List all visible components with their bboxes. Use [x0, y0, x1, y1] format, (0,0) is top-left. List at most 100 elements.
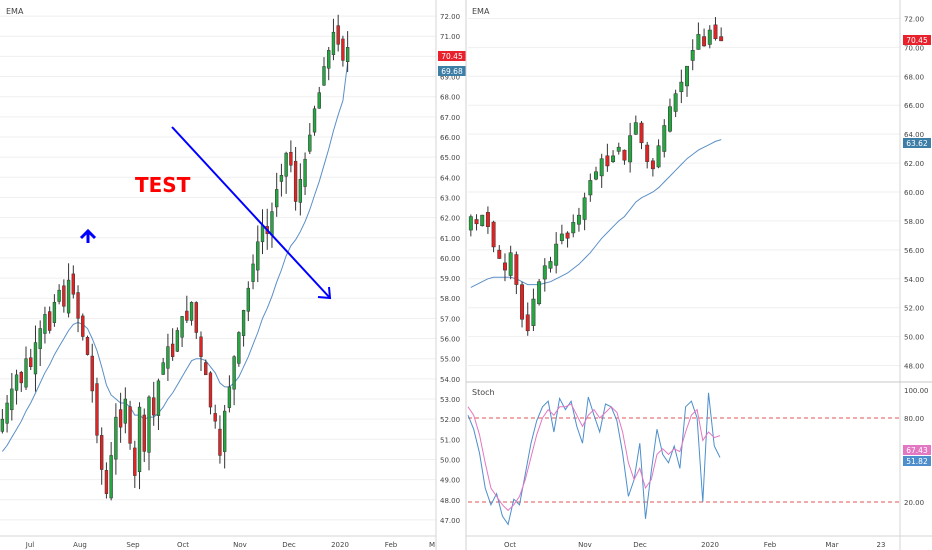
candle [480, 214, 485, 227]
candle [85, 335, 90, 356]
candle [559, 224, 564, 245]
candle-body [270, 211, 274, 236]
candle-body [485, 212, 490, 227]
candle [47, 306, 52, 334]
candle [531, 288, 536, 332]
y-tick-label: 49.00 [440, 477, 460, 485]
candle [275, 172, 279, 217]
y-tick-label: 60.00 [440, 255, 460, 263]
candle-body [317, 92, 321, 109]
candle [707, 25, 712, 49]
candle [52, 294, 57, 327]
svg-text:51.82: 51.82 [906, 457, 928, 466]
left-price-panel: EMA TEST 47.00 48.00 49.00 50.00 51.00 52.00 5… [0, 0, 466, 550]
candle-body [616, 146, 621, 152]
candle-body [208, 372, 213, 408]
x-tick-label: Nov [233, 541, 247, 549]
candle-body [497, 249, 502, 259]
candle-body [152, 397, 156, 416]
candle-body [204, 362, 208, 376]
candle-body [85, 337, 90, 355]
y-tick-label: 47.00 [440, 517, 460, 525]
candle-body [199, 336, 203, 357]
candle [628, 122, 633, 173]
candle [208, 371, 213, 415]
candle-body [104, 470, 109, 494]
candle [71, 265, 75, 299]
candle-body [123, 398, 128, 424]
y-tick-label: 80.00 [904, 415, 924, 423]
candle-body [514, 254, 519, 285]
candle [548, 256, 553, 273]
ema-line [2, 62, 349, 452]
y-tick-label: 100.00 [904, 387, 929, 395]
candle [565, 231, 570, 248]
candle [713, 17, 718, 41]
candle [147, 395, 151, 471]
candle-body [185, 310, 189, 321]
y-tick-label: 52.00 [440, 416, 460, 424]
candle-body [29, 357, 33, 368]
right-ema-badge: 63.62 [903, 138, 931, 148]
y-tick-label: 68.00 [440, 94, 460, 102]
y-tick-label: 50.00 [904, 334, 924, 342]
y-tick-label: 65.00 [440, 154, 460, 162]
test-annotation: TEST [135, 173, 191, 197]
candle-body [52, 302, 57, 323]
candle-body [38, 328, 42, 349]
candle-body [662, 125, 667, 152]
candle-body [47, 311, 52, 331]
y-tick-label: 63.00 [440, 194, 460, 202]
candle-body [480, 214, 485, 227]
y-tick-label: 55.00 [440, 356, 460, 364]
candle [662, 119, 667, 158]
candle [622, 149, 627, 165]
candle-body [588, 180, 593, 196]
x-tick-label: 23 [877, 541, 886, 549]
candle [685, 65, 689, 97]
candle [10, 372, 14, 421]
candle-body [227, 386, 232, 408]
candle [525, 302, 530, 336]
candle [213, 404, 217, 429]
candle [474, 214, 479, 231]
candle [289, 140, 293, 173]
y-tick-label: 56.00 [440, 336, 460, 344]
y-tick-label: 62.00 [440, 215, 460, 223]
candle-body [336, 25, 340, 45]
right-y-axis: 48.00 50.00 52.00 54.00 56.00 58.00 60.00 62.00… [899, 0, 924, 550]
y-tick-label: 61.00 [440, 235, 460, 243]
candle-body [322, 66, 326, 86]
candle-body [222, 410, 227, 452]
x-tick-label: Dec [282, 541, 296, 549]
x-tick-label: M [429, 541, 435, 549]
candle-body [293, 160, 298, 202]
x-tick-label: Nov [578, 541, 592, 549]
candle [66, 263, 71, 318]
candle-body [0, 418, 5, 432]
candle [38, 320, 42, 367]
candle [156, 378, 161, 431]
candle [331, 18, 336, 61]
candle-body [284, 152, 288, 177]
candle-body [133, 447, 137, 476]
x-tick-label: Feb [385, 541, 398, 549]
candle [542, 258, 547, 292]
svg-text:70.45: 70.45 [906, 36, 928, 45]
x-tick-label: Oct [504, 541, 516, 549]
candle [227, 375, 232, 413]
candle-body [594, 171, 598, 180]
candle [327, 47, 331, 81]
candle-body [33, 342, 38, 375]
candle-body [571, 222, 576, 234]
candle-body [673, 93, 678, 112]
candle-body [43, 314, 47, 334]
candle-body [554, 243, 559, 266]
candle-body [118, 409, 123, 428]
candle [19, 370, 23, 392]
candle-body [611, 155, 616, 163]
candle [303, 152, 307, 196]
candle-body [175, 330, 180, 352]
y-tick-label: 53.00 [440, 396, 460, 404]
candle [554, 232, 559, 274]
